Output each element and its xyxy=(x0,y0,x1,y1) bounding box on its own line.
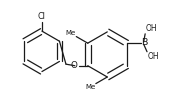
Text: Me: Me xyxy=(65,30,76,36)
Text: Me: Me xyxy=(85,84,95,90)
Text: B: B xyxy=(141,38,148,47)
Text: Cl: Cl xyxy=(37,12,45,21)
Text: OH: OH xyxy=(147,52,159,61)
Text: O: O xyxy=(70,61,77,70)
Text: OH: OH xyxy=(145,24,157,33)
